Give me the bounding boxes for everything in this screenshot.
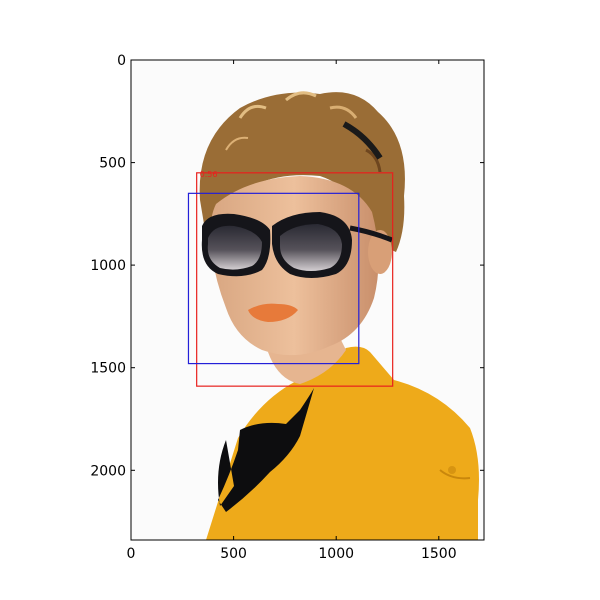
tick-marks [130,59,484,540]
x-tick-labels: 0 500 1000 1500 [127,546,457,562]
y-tick-label: 500 [99,156,126,172]
y-tick-label: 1500 [90,361,126,377]
bow-tie [218,388,314,512]
shirt-button [448,466,456,474]
y-tick-label: 2000 [90,463,126,479]
blue-box [187,192,360,365]
sunglasses [201,212,393,278]
ear [368,230,392,274]
detection-boxes: 0.56 [187,170,394,387]
red-box [196,172,394,387]
x-tick-label: 1500 [421,546,457,562]
headband [342,121,383,160]
y-tick-label: 1000 [90,258,126,274]
shirt [206,346,479,540]
x-tick-label: 500 [220,546,247,562]
photo [131,60,484,540]
x-tick-label: 1000 [318,546,354,562]
axes-frame [130,59,485,541]
x-tick-label: 0 [127,546,136,562]
y-tick-label: 0 [117,53,126,69]
hair-curls [225,91,382,173]
lips [248,303,298,322]
sleeve-seam [439,469,471,480]
y-tick-labels: 0 500 1000 1500 2000 [90,53,126,479]
red-box-score-label: 0.56 [200,170,218,179]
